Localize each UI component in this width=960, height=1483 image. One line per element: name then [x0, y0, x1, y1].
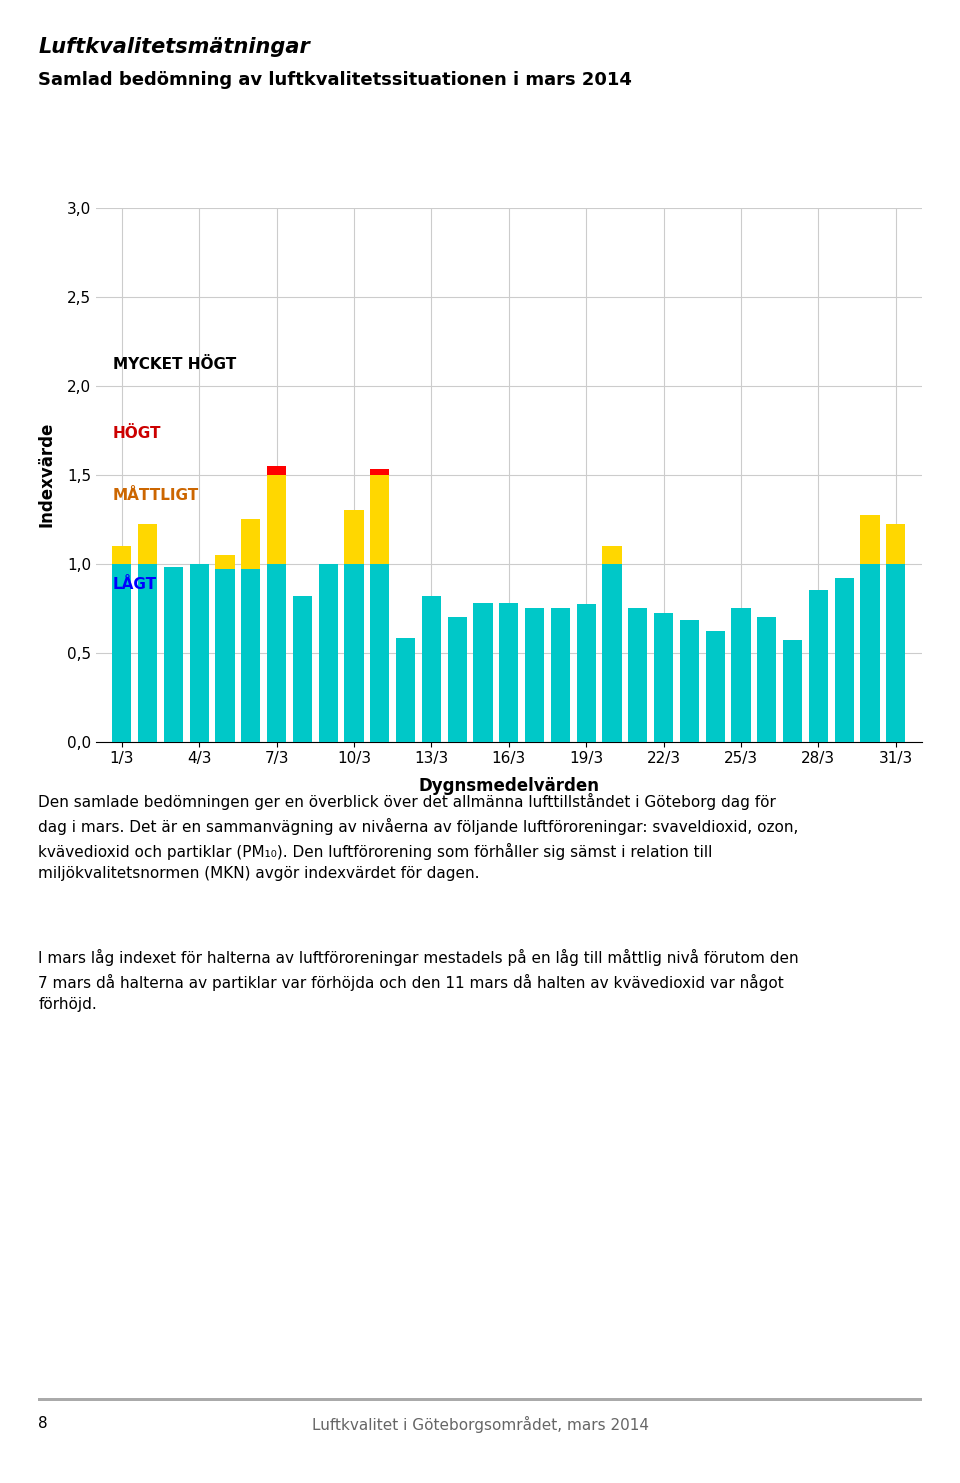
Bar	[215, 569, 234, 742]
Text: Samlad bedömning av luftkvalitetssituationen i mars 2014: Samlad bedömning av luftkvalitetssituati…	[38, 71, 633, 89]
Bar	[732, 608, 751, 742]
Bar	[319, 564, 338, 742]
Bar	[654, 614, 673, 742]
Bar	[138, 525, 157, 564]
Bar	[473, 602, 492, 742]
Bar	[834, 578, 853, 742]
Bar	[706, 632, 725, 742]
Bar	[551, 608, 570, 742]
Bar	[345, 564, 364, 742]
Bar	[447, 617, 467, 742]
Bar	[345, 510, 364, 564]
Bar	[886, 525, 905, 564]
Bar	[189, 564, 209, 742]
Bar	[421, 596, 441, 742]
Text: HÖGT: HÖGT	[112, 426, 161, 440]
Text: Luftkvalitetsmätningar: Luftkvalitetsmätningar	[38, 37, 310, 56]
Text: MYCKET HÖGT: MYCKET HÖGT	[112, 357, 236, 372]
Text: MÅTTLIGT: MÅTTLIGT	[112, 488, 199, 503]
Bar	[371, 475, 390, 564]
Bar	[886, 564, 905, 742]
Bar	[680, 620, 699, 742]
Bar	[215, 555, 234, 569]
Bar	[577, 605, 596, 742]
Bar	[860, 564, 879, 742]
Bar	[112, 564, 132, 742]
X-axis label: Dygnsmedelvärden: Dygnsmedelvärden	[419, 777, 599, 795]
Bar	[371, 564, 390, 742]
Bar	[783, 641, 803, 742]
Text: Den samlade bedömningen ger en överblick över det allmänna lufttillståndet i Göt: Den samlade bedömningen ger en överblick…	[38, 793, 799, 881]
Bar	[808, 590, 828, 742]
Bar	[757, 617, 777, 742]
Bar	[525, 608, 544, 742]
Bar	[241, 569, 260, 742]
Bar	[602, 546, 622, 564]
Bar	[267, 466, 286, 475]
Bar	[112, 546, 132, 564]
Bar	[499, 602, 518, 742]
Bar	[241, 519, 260, 569]
Bar	[267, 475, 286, 564]
Bar	[164, 567, 183, 742]
Bar	[267, 564, 286, 742]
Bar	[371, 469, 390, 475]
Text: LÅGT: LÅGT	[112, 577, 156, 592]
Bar	[138, 564, 157, 742]
Bar	[396, 638, 416, 742]
Bar	[628, 608, 647, 742]
Text: 8: 8	[38, 1416, 48, 1431]
Bar	[860, 516, 879, 564]
Y-axis label: Indexvärde: Indexvärde	[37, 421, 56, 528]
Text: I mars låg indexet för halterna av luftföroreningar mestadels på en låg till måt: I mars låg indexet för halterna av luftf…	[38, 949, 799, 1013]
Bar	[293, 596, 312, 742]
Text: Luftkvalitet i Göteborgsområdet, mars 2014: Luftkvalitet i Göteborgsområdet, mars 20…	[311, 1416, 649, 1433]
Bar	[602, 564, 622, 742]
